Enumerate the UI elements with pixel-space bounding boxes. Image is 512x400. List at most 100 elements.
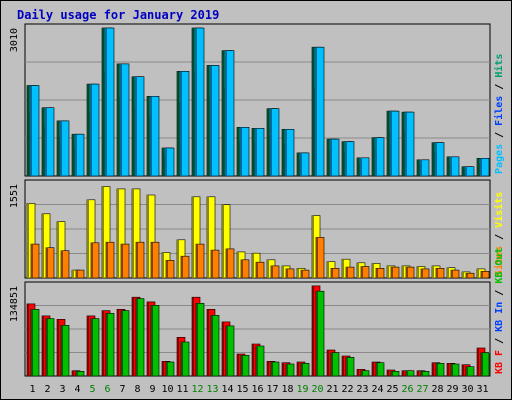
right-legend: KB F / KB In / KB Out <box>494 248 505 374</box>
bar-kb-out-shade <box>241 355 243 376</box>
x-tick-label: 16 <box>251 384 263 395</box>
bar-sites-shade <box>121 244 123 278</box>
bar-visits-shade <box>222 204 224 278</box>
bar-kb-f-shade <box>192 297 194 376</box>
bar-kb-out-shade <box>361 370 363 376</box>
bar-kb-f-shade <box>162 361 164 376</box>
x-tick-label: 13 <box>206 384 218 395</box>
bar-visits-shade <box>117 188 119 278</box>
bar-hits-shade <box>387 111 389 176</box>
bar-sites-shade <box>481 271 483 278</box>
x-tick-label: 29 <box>446 384 458 395</box>
bar-hits-shade <box>477 158 479 176</box>
bar-visits-shade <box>417 266 419 278</box>
bar-hits-shade <box>417 159 419 176</box>
bar-visits-shade <box>282 265 284 278</box>
chart-title: Daily usage for January 2019 <box>17 8 219 22</box>
bar-pages-shade <box>90 84 92 176</box>
bar-pages-shade <box>225 50 227 176</box>
legend-entry: KB Out <box>494 248 505 284</box>
bar-sites-shade <box>376 268 378 278</box>
bar-sites-shade <box>406 267 408 278</box>
panel-kbytes: 134851 KB F / KB In / KB Out <box>9 248 505 377</box>
bar-hits-shade <box>192 28 194 176</box>
bar-hits-shade <box>432 142 434 176</box>
legend-entry: Pages <box>494 144 505 174</box>
x-tick-label: 14 <box>221 384 233 395</box>
bar-kb-out-shade <box>316 291 318 376</box>
bar-sites-shade <box>91 242 93 278</box>
bar-pages-shade <box>270 108 272 176</box>
bar-visits-shade <box>267 259 269 278</box>
x-tick-label: 28 <box>431 384 443 395</box>
bar-sites-shade <box>331 268 333 278</box>
bar-kb-f-shade <box>282 362 284 376</box>
bar-sites-shade <box>181 256 183 278</box>
bar-pages-shade <box>105 28 107 176</box>
bar-kb-f-shade <box>237 354 239 376</box>
bar-kb-out-shade <box>451 364 453 376</box>
bar-visits-shade <box>447 267 449 278</box>
legend-entry: / <box>494 228 505 246</box>
bar-pages-shade <box>120 63 122 176</box>
bar-sites-shade <box>211 250 213 278</box>
bar-kb-out-shade <box>136 298 138 376</box>
bar-visits-shade <box>237 251 239 278</box>
bar-kb-f-shade <box>177 337 179 376</box>
bar-kb-f-shade <box>327 350 329 376</box>
x-tick-label: 17 <box>266 384 278 395</box>
bar-hits-shade <box>282 129 284 176</box>
bar-kb-f-shade <box>342 356 344 376</box>
bar-kb-out-shade <box>346 357 348 376</box>
bar-kb-out-shade <box>406 370 408 376</box>
bar-kb-f-shade <box>402 370 404 376</box>
x-tick-label: 25 <box>386 384 398 395</box>
x-tick-label: 30 <box>461 384 473 395</box>
legend-entry: / <box>494 126 505 144</box>
bar-kb-out-shade <box>481 352 483 376</box>
bar-sites-shade <box>391 267 393 278</box>
bar-hits-shade <box>132 76 134 176</box>
legend-entry: Visits <box>493 192 505 228</box>
bar-sites-shade <box>61 250 63 278</box>
bar-visits-shade <box>432 265 434 278</box>
y-max-label: 1551 <box>9 184 20 208</box>
bar-pages-shade <box>360 157 362 176</box>
bar-visits-shade <box>297 268 299 278</box>
bar-visits-shade <box>252 253 254 278</box>
bar-pages-shade <box>30 85 32 176</box>
bar-kb-f-shade <box>357 369 359 376</box>
x-axis-labels: 1 2 3 4 5 6 7 8 9 10 11 12 13 14 15 16 17 18 19 20 21 22 23 24 2… <box>29 384 488 395</box>
bar-kb-f-shade <box>27 303 29 376</box>
bar-sites-shade <box>301 270 303 278</box>
bar-kb-out-shade <box>91 318 93 376</box>
x-tick-label: 12 <box>191 384 203 395</box>
bar-pages-shade <box>450 156 452 176</box>
bar-kb-out-shade <box>331 352 333 376</box>
x-tick-label: 20 <box>311 384 323 395</box>
right-legend: Sites / Visits <box>493 192 505 276</box>
legend-entry: KB In <box>494 302 505 332</box>
bar-pages-shade <box>210 65 212 176</box>
bar-visits-shade <box>342 259 344 278</box>
legend-entry: Sites <box>493 246 505 276</box>
bar-hits-shade <box>357 157 359 176</box>
bar-kb-out-shade <box>301 363 303 376</box>
bar-pages-shade <box>165 148 167 176</box>
x-tick-label: 2 <box>44 384 50 395</box>
bar-kb-f-shade <box>147 301 149 376</box>
bar-kb-f-shade <box>372 362 374 376</box>
bar-sites-shade <box>196 244 198 278</box>
x-tick-label: 7 <box>119 384 125 395</box>
bar-kb-out-shade <box>436 363 438 376</box>
x-tick-label: 19 <box>296 384 308 395</box>
legend-entry: KB F <box>494 350 505 374</box>
bar-visits-shade <box>462 271 464 278</box>
bar-kb-f-shade <box>312 285 314 376</box>
bar-kb-out-shade <box>181 342 183 376</box>
bar-kb-f-shade <box>117 309 119 376</box>
bar-pages-shade <box>375 137 377 176</box>
bar-visits-shade <box>177 239 179 278</box>
bar-visits-shade <box>42 213 44 278</box>
bar-kb-out-shade <box>61 325 63 376</box>
